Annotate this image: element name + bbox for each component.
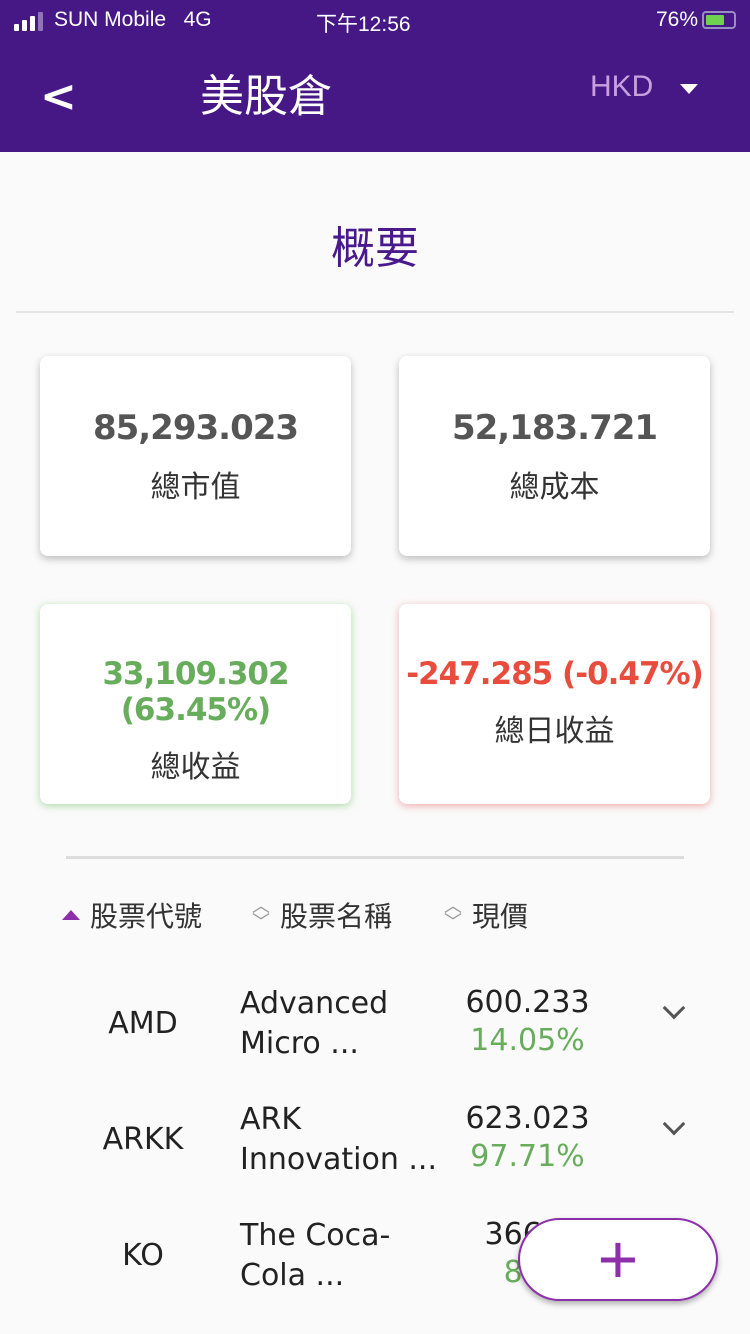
column-label: 現價 xyxy=(472,900,529,933)
stock-name: The Coca- Cola ... xyxy=(240,1218,391,1293)
divider xyxy=(16,311,734,313)
page-title: 美股倉 xyxy=(200,71,332,122)
total-cost-card: 52,183.721 總成本 xyxy=(399,356,710,556)
stock-price: 623.023 97.71% xyxy=(465,1101,590,1174)
card-value: 33,109.302 (63.45%) xyxy=(102,656,289,728)
caret-down-icon[interactable] xyxy=(680,84,698,94)
card-value: 85,293.023 xyxy=(92,408,299,448)
carrier: SUN Mobile 4G xyxy=(54,8,212,31)
back-button[interactable]: < xyxy=(40,72,77,122)
column-label: 股票名稱 xyxy=(280,900,393,933)
section-title: 概要 xyxy=(331,223,419,274)
sort-icon: ︿ ﹀ xyxy=(252,896,270,933)
card-value: -247.285 (-0.47%) xyxy=(406,656,704,692)
card-label: 總成本 xyxy=(509,470,600,505)
card-label: 總收益 xyxy=(150,750,241,785)
stock-name: ARK Innovation ... xyxy=(240,1102,437,1177)
add-stock-button[interactable]: + xyxy=(518,1218,718,1301)
table-row[interactable]: AMD Advanced Micro ... 600.233 14.05% xyxy=(0,976,750,1092)
app-header: SUN Mobile 4G 下午12:56 76% < 美股倉 HKD xyxy=(0,0,750,152)
sort-name-header[interactable]: ︿ ﹀ 股票名稱 xyxy=(252,895,392,935)
column-label: 股票代號 xyxy=(90,900,203,933)
chevron-left-icon: < xyxy=(40,71,77,122)
chevron-down-icon[interactable] xyxy=(662,1112,686,1136)
sort-icon: ︿ ﹀ xyxy=(444,896,462,933)
sort-price-header[interactable]: ︿ ﹀ 現價 xyxy=(444,895,528,935)
status-bar: SUN Mobile 4G 下午12:56 76% xyxy=(14,8,736,36)
sort-asc-icon xyxy=(62,910,80,920)
sort-symbol-header[interactable]: 股票代號 xyxy=(62,895,202,935)
card-value: 52,183.721 xyxy=(451,408,658,448)
stock-name: Advanced Micro ... xyxy=(240,986,389,1061)
signal-icon xyxy=(14,12,43,31)
table-row[interactable]: ARKK ARK Innovation ... 623.023 97.71% xyxy=(0,1092,750,1208)
stock-price: 600.233 14.05% xyxy=(465,985,590,1058)
daily-profit-card: -247.285 (-0.47%) 總日收益 xyxy=(399,604,710,804)
divider xyxy=(66,856,684,859)
card-label: 總市值 xyxy=(150,470,241,505)
total-market-value-card: 85,293.023 總市值 xyxy=(40,356,351,556)
stock-symbol: AMD xyxy=(108,1006,178,1041)
plus-icon: + xyxy=(597,1220,639,1298)
chevron-down-icon[interactable] xyxy=(662,996,686,1020)
battery-icon xyxy=(702,11,736,29)
currency-selector[interactable]: HKD xyxy=(590,70,654,103)
battery: 76% xyxy=(656,8,736,32)
card-label: 總日收益 xyxy=(494,714,615,749)
total-profit-card: 33,109.302 (63.45%) 總收益 xyxy=(40,604,351,804)
stock-symbol: ARKK xyxy=(102,1122,184,1157)
stock-symbol: KO xyxy=(122,1238,164,1273)
clock: 下午12:56 xyxy=(316,13,411,36)
